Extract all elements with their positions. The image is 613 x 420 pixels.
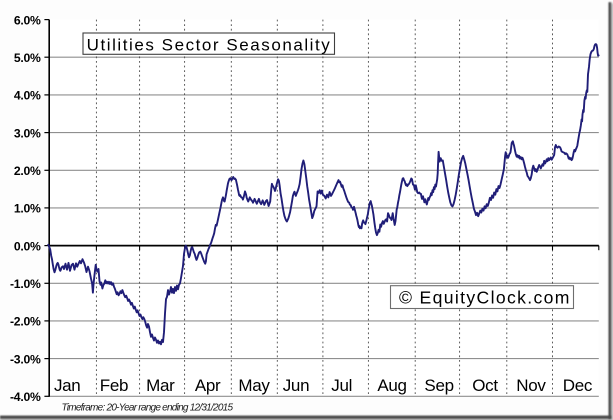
svg-text:4.0%: 4.0% [14,89,41,103]
svg-text:2.0%: 2.0% [14,164,41,178]
svg-text:5.0%: 5.0% [14,51,41,65]
svg-text:Utilities Sector Seasonality: Utilities Sector Seasonality [87,36,332,55]
svg-text:-3.0%: -3.0% [10,352,41,366]
svg-text:Aug: Aug [377,376,406,395]
svg-text:-1.0%: -1.0% [10,277,41,291]
svg-text:Nov: Nov [516,376,546,395]
svg-text:Mar: Mar [146,376,175,395]
svg-text:Apr: Apr [195,376,221,395]
svg-text:-2.0%: -2.0% [10,315,41,329]
svg-text:-4.0%: -4.0% [10,390,41,404]
svg-text:6.0%: 6.0% [14,13,41,27]
svg-text:Jul: Jul [331,376,352,395]
svg-text:May: May [238,376,270,395]
svg-text:Jan: Jan [54,376,81,395]
svg-text:© EquityClock.com: © EquityClock.com [399,288,571,308]
svg-text:Feb: Feb [100,376,128,395]
svg-text:Jun: Jun [283,376,310,395]
svg-text:0.0%: 0.0% [14,239,41,253]
svg-text:Dec: Dec [563,376,593,395]
svg-text:Timeframe: 20-Year range endin: Timeframe: 20-Year range ending 12/31/20… [62,403,234,414]
svg-text:1.0%: 1.0% [14,202,41,216]
svg-text:3.0%: 3.0% [14,126,41,140]
svg-text:Oct: Oct [472,376,498,395]
svg-text:Sep: Sep [424,376,453,395]
